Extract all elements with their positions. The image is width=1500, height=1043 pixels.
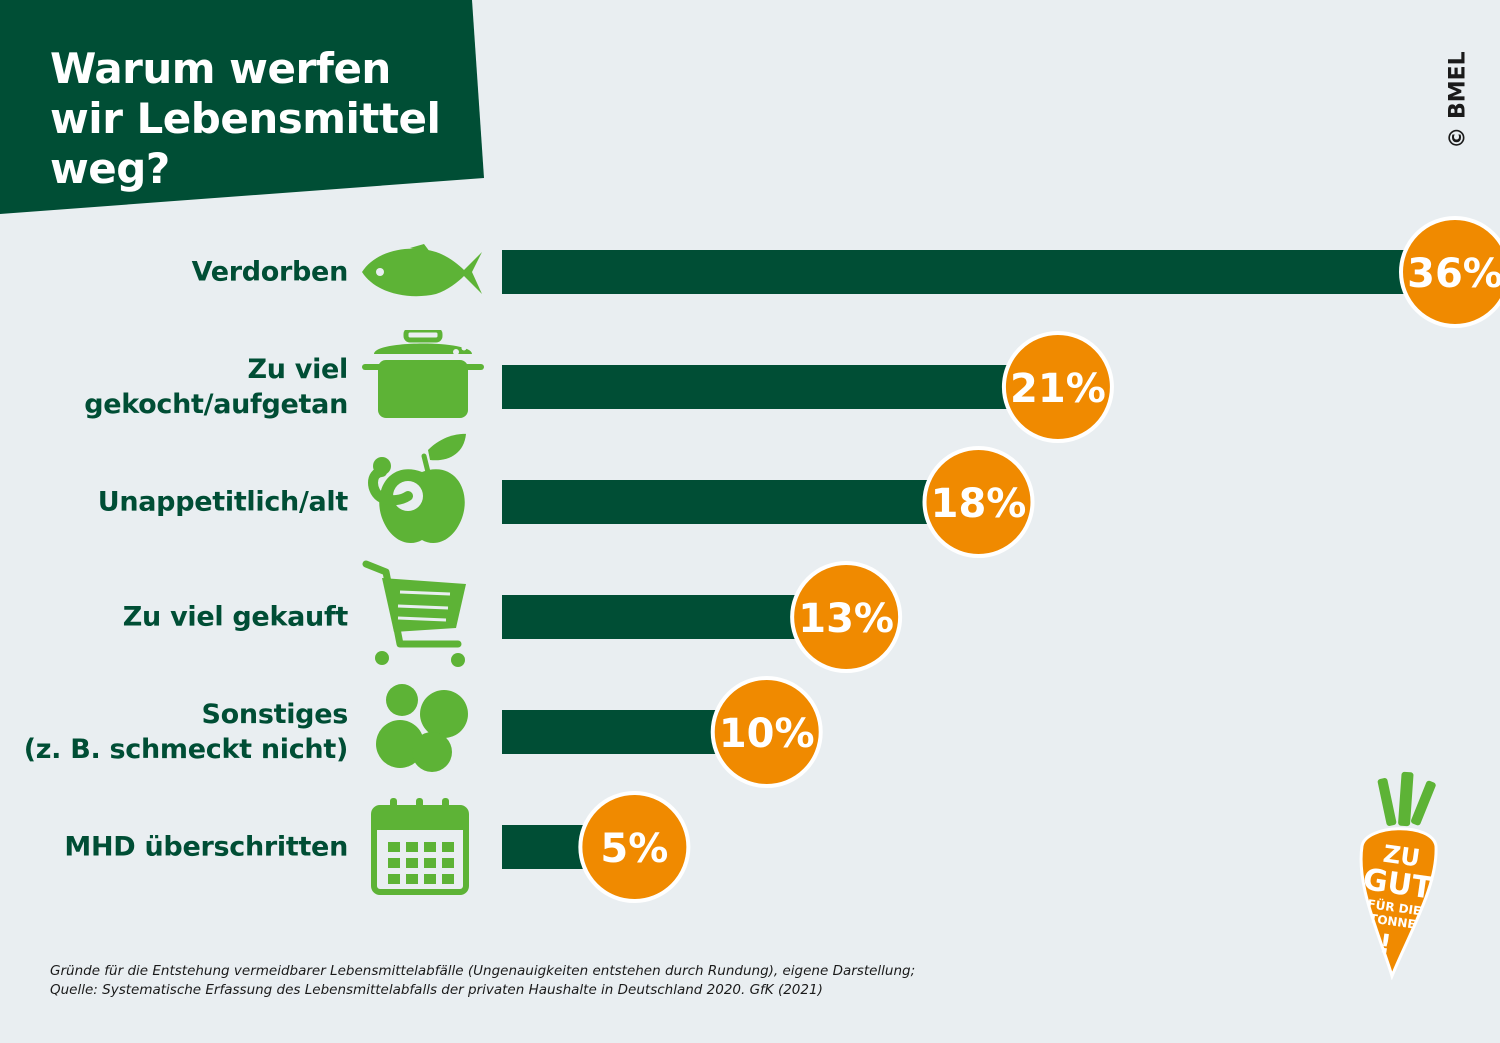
apple-with-worm-icon <box>368 433 466 544</box>
pot-icon <box>362 330 484 418</box>
value-label-2: 21% <box>1010 366 1106 412</box>
fish-icon <box>362 244 482 297</box>
logo-text-tonne: TONNE <box>1368 911 1416 931</box>
chart-title: Warum werfen wir Lebensmittel weg? <box>50 44 441 193</box>
bar-2 <box>502 365 1058 409</box>
value-badge-2 <box>1001 331 1114 443</box>
shopping-cart-icon <box>362 560 466 667</box>
calendar-icon <box>371 798 469 895</box>
category-label-4: Zu viel gekauft <box>122 601 349 633</box>
value-label-3: 18% <box>931 481 1027 527</box>
category-label-6: MHD überschritten <box>64 831 348 863</box>
category-label-5: Sonstiges (z. B. schmeckt nicht) <box>23 699 349 765</box>
source-line-1: Gründe für die Entstehung vermeidbarer L… <box>50 963 916 979</box>
bar-1 <box>502 250 1455 294</box>
value-label-1: 36% <box>1407 251 1500 297</box>
title-panel <box>0 0 484 214</box>
logo-text-zu: ZU <box>1381 840 1421 873</box>
value-badge-6 <box>578 791 691 903</box>
category-label-1: Verdorben <box>191 256 349 288</box>
value-badge-3 <box>922 446 1035 558</box>
logo-text-exclamation: ! <box>1377 929 1393 960</box>
logo-text-fuer-die: FÜR DIE <box>1367 896 1423 918</box>
category-label-2: Zu viel gekocht/aufgetan <box>84 354 348 420</box>
value-badge-5 <box>710 676 823 788</box>
source-line-2: Quelle: Systematische Erfassung des Lebe… <box>50 982 823 998</box>
bar-4 <box>502 595 847 639</box>
value-label-6: 5% <box>600 826 668 872</box>
value-label-5: 10% <box>719 711 815 757</box>
rotten-food-icon <box>376 684 468 772</box>
bar-3 <box>502 480 979 524</box>
value-badge-1 <box>1399 216 1500 328</box>
category-label-3: Unappetitlich/alt <box>97 486 349 518</box>
zu-gut-fuer-die-tonne-logo: ZU GUT FÜR DIE TONNE ! <box>1359 771 1438 980</box>
source-note: Gründe für die Entstehung vermeidbarer L… <box>50 962 950 1000</box>
value-label-4: 13% <box>798 596 894 642</box>
value-badge-4 <box>790 561 903 673</box>
